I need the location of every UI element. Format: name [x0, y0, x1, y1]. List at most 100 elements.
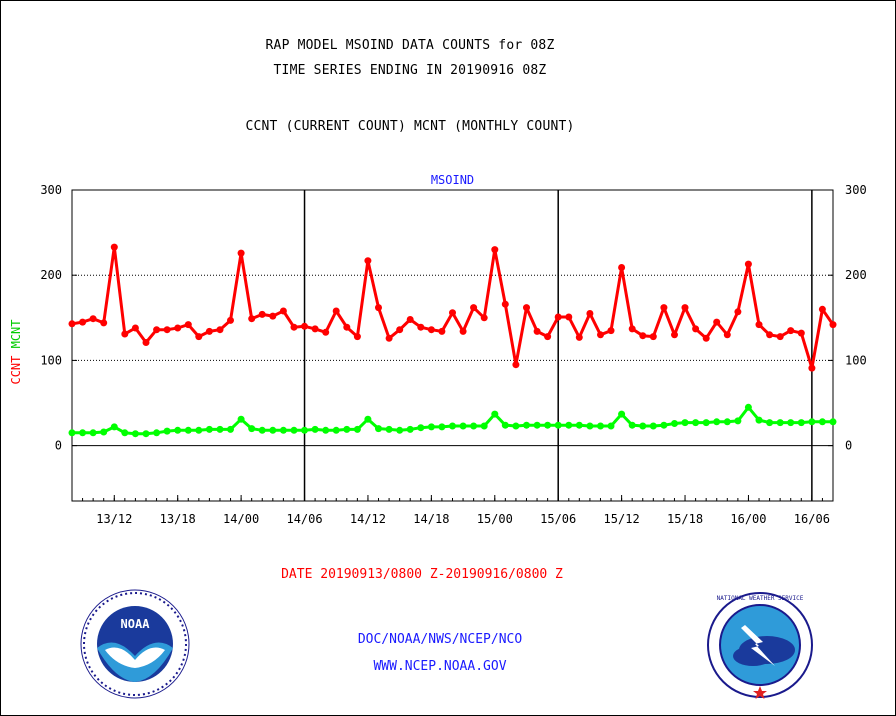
data-point-ccnt [163, 326, 171, 334]
data-point-ccnt [470, 304, 478, 312]
data-point-ccnt [353, 333, 361, 341]
data-point-mcnt [639, 422, 647, 430]
data-point-mcnt [766, 419, 774, 427]
data-point-mcnt [100, 428, 108, 436]
data-point-ccnt [671, 331, 678, 339]
data-point-ccnt [818, 305, 826, 313]
x-tick-label: 14/18 [413, 512, 449, 526]
noaa-logo: NOAA [80, 589, 190, 699]
data-point-ccnt [332, 307, 340, 315]
data-point-ccnt [766, 331, 774, 339]
data-point-ccnt [364, 257, 372, 265]
y-tick-label-right: 100 [845, 353, 867, 367]
data-point-mcnt [385, 425, 393, 433]
data-point-mcnt [396, 426, 404, 434]
data-point-mcnt [681, 419, 689, 427]
data-point-ccnt [639, 332, 647, 340]
data-point-mcnt [607, 422, 615, 430]
data-point-mcnt [438, 423, 446, 431]
plot-frame [71, 189, 834, 502]
data-point-mcnt [375, 425, 382, 433]
data-point-mcnt [713, 418, 721, 426]
data-point-mcnt [311, 425, 319, 433]
data-point-ccnt [554, 313, 562, 321]
data-point-ccnt [248, 315, 256, 323]
data-point-ccnt [544, 333, 552, 341]
data-point-ccnt [343, 323, 351, 331]
data-point-ccnt [607, 327, 615, 335]
data-point-mcnt [248, 425, 256, 433]
data-point-ccnt [417, 323, 425, 331]
data-point-mcnt [216, 425, 224, 433]
data-point-ccnt [744, 260, 752, 268]
data-point-mcnt [110, 423, 118, 431]
data-point-mcnt [692, 419, 700, 427]
data-point-ccnt [829, 321, 837, 329]
data-point-ccnt [322, 328, 330, 336]
data-point-mcnt [174, 426, 182, 434]
data-point-mcnt [575, 421, 583, 429]
plot-title: MSOIND [431, 173, 474, 187]
data-point-ccnt [491, 246, 499, 254]
data-point-mcnt [808, 418, 816, 426]
data-point-mcnt [290, 426, 298, 434]
data-point-mcnt [797, 419, 805, 427]
data-point-mcnt [501, 421, 509, 429]
x-tick-label: 13/12 [96, 512, 132, 526]
data-point-mcnt [269, 426, 277, 434]
x-tick-label: 13/18 [160, 512, 196, 526]
data-point-ccnt [406, 316, 414, 323]
data-point-mcnt [68, 429, 76, 437]
nws-logo-text: NATIONAL WEATHER SERVICE [717, 595, 804, 602]
y-tick-label-left: 0 [55, 439, 62, 453]
data-point-ccnt [89, 315, 97, 323]
data-point-ccnt [501, 300, 509, 308]
data-point-ccnt [649, 333, 657, 341]
data-point-ccnt [68, 320, 76, 328]
data-point-ccnt [512, 361, 520, 369]
data-point-ccnt [396, 326, 404, 334]
data-point-ccnt [301, 322, 308, 330]
data-point-mcnt [279, 426, 287, 434]
data-point-mcnt [121, 429, 129, 437]
data-point-mcnt [89, 429, 97, 437]
data-point-mcnt [459, 422, 467, 430]
data-point-ccnt [375, 304, 382, 312]
data-point-ccnt [575, 333, 583, 341]
data-point-ccnt [227, 316, 234, 324]
data-point-mcnt [163, 427, 171, 435]
data-point-mcnt [237, 415, 245, 423]
data-point-mcnt [79, 429, 87, 437]
data-point-mcnt [449, 422, 456, 430]
data-point-ccnt [734, 308, 742, 316]
footer-url[interactable]: WWW.NCEP.NOAA.GOV [373, 659, 507, 674]
data-point-ccnt [121, 330, 129, 338]
data-point-mcnt [353, 425, 361, 433]
data-point-ccnt [237, 249, 245, 257]
data-point-ccnt [660, 304, 668, 312]
data-point-mcnt [671, 420, 678, 427]
data-point-mcnt [628, 421, 636, 429]
x-tick-label: 16/00 [730, 512, 766, 526]
data-point-ccnt [290, 323, 298, 331]
data-point-mcnt [660, 421, 668, 429]
x-tick-label: 14/12 [350, 512, 386, 526]
data-point-mcnt [523, 421, 530, 429]
data-point-ccnt [702, 334, 710, 342]
data-point-mcnt [142, 430, 150, 438]
data-point-ccnt [184, 321, 192, 329]
y-axis-label-ccnt: CCNT [9, 348, 23, 384]
data-point-ccnt [459, 327, 467, 335]
data-point-ccnt [438, 327, 446, 335]
x-tick-label: 15/12 [604, 512, 640, 526]
data-point-ccnt [533, 327, 541, 335]
data-point-ccnt [258, 310, 266, 318]
x-axis-label: DATE 20190913/0800 Z-20190916/0800 Z [281, 567, 563, 582]
chart-title-line2: TIME SERIES ENDING IN 20190916 08Z [273, 63, 547, 78]
data-point-ccnt [279, 307, 287, 315]
data-point-ccnt [628, 325, 636, 333]
y-tick-label-right: 200 [845, 268, 867, 282]
data-point-mcnt [533, 421, 541, 429]
data-point-mcnt [755, 416, 763, 424]
data-point-ccnt [618, 264, 626, 271]
